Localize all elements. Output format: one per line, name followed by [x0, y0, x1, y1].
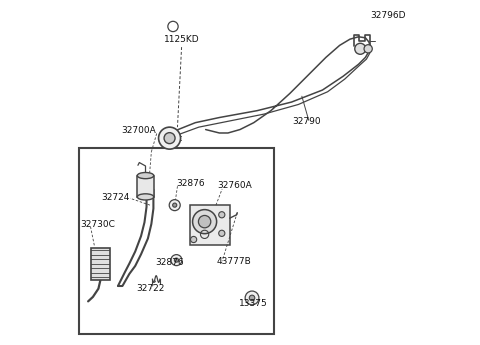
- Circle shape: [219, 230, 225, 236]
- Circle shape: [355, 43, 366, 54]
- Text: 32876: 32876: [155, 258, 183, 267]
- Text: 32790: 32790: [293, 117, 321, 126]
- Bar: [91, 248, 110, 280]
- Circle shape: [245, 291, 259, 305]
- Circle shape: [174, 258, 179, 262]
- Circle shape: [191, 236, 197, 243]
- Circle shape: [192, 210, 216, 234]
- Circle shape: [171, 255, 182, 266]
- Text: 32722: 32722: [136, 284, 165, 293]
- Text: 43777B: 43777B: [216, 257, 252, 266]
- Text: 32700A: 32700A: [121, 126, 156, 135]
- Circle shape: [169, 200, 180, 211]
- Bar: [190, 205, 230, 245]
- Ellipse shape: [137, 194, 154, 200]
- Circle shape: [198, 215, 211, 228]
- Text: 13375: 13375: [240, 299, 268, 308]
- Bar: [79, 148, 275, 334]
- Ellipse shape: [137, 172, 154, 179]
- Text: 32730C: 32730C: [80, 220, 115, 229]
- Circle shape: [249, 295, 255, 300]
- Circle shape: [364, 45, 372, 53]
- Text: 32796D: 32796D: [370, 11, 406, 20]
- Bar: [137, 176, 154, 197]
- Circle shape: [173, 203, 177, 207]
- Text: 32760A: 32760A: [217, 181, 252, 190]
- Circle shape: [158, 127, 180, 149]
- Text: 1125KD: 1125KD: [164, 35, 199, 44]
- Text: 32876: 32876: [177, 179, 205, 188]
- Circle shape: [219, 212, 225, 218]
- Circle shape: [164, 132, 175, 144]
- Text: 32724: 32724: [101, 193, 129, 202]
